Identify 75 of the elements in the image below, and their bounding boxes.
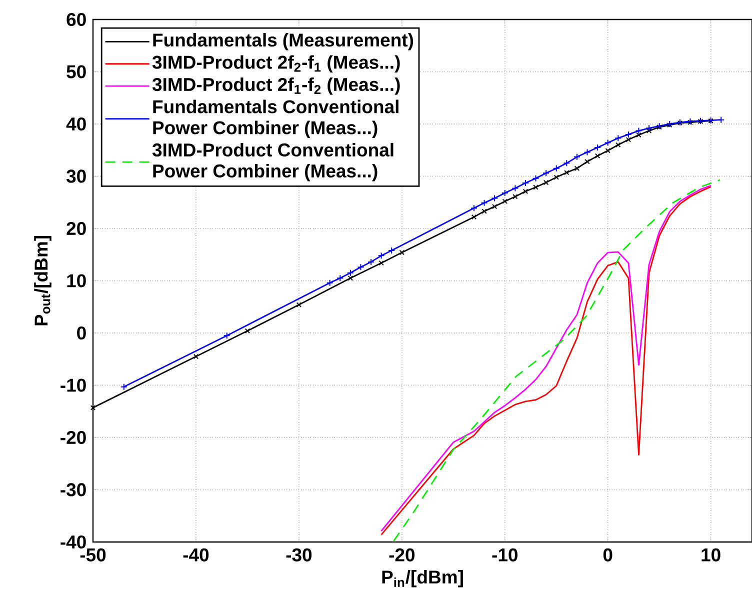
point bbox=[357, 264, 364, 271]
legend-label: Fundamentals (Measurement) bbox=[153, 33, 414, 50]
legend-label: 3IMD-Product 2f$_{1}$-f$_{2}$ (Meas...) bbox=[152, 77, 400, 95]
point bbox=[244, 328, 250, 334]
x-tick-label: -30 bbox=[286, 548, 312, 562]
point bbox=[502, 198, 508, 204]
point bbox=[471, 214, 477, 220]
point bbox=[480, 199, 488, 206]
point bbox=[563, 160, 570, 167]
point bbox=[378, 252, 385, 260]
legend-label: 3IMD-Product Conventional Power Combiner (Meas...) bbox=[152, 142, 394, 182]
y-axis-title: P$_{out}$/[dBm] bbox=[34, 236, 52, 326]
x-tick-label: -20 bbox=[389, 548, 415, 562]
point bbox=[636, 132, 642, 138]
point bbox=[594, 153, 600, 158]
point bbox=[574, 166, 580, 172]
point bbox=[542, 170, 550, 177]
x-tick-label: 0 bbox=[603, 548, 612, 562]
y-tick-label: -40 bbox=[60, 535, 86, 549]
point bbox=[512, 194, 518, 200]
point bbox=[492, 204, 498, 210]
point bbox=[348, 276, 354, 281]
y-tick-label: 10 bbox=[67, 274, 86, 288]
y-tick-label: 20 bbox=[66, 222, 86, 236]
point bbox=[594, 144, 602, 152]
point bbox=[614, 134, 622, 142]
y-tick-label: -30 bbox=[60, 483, 86, 496]
point bbox=[346, 269, 354, 276]
legend-label: 3IMD-Product 2f$_{2}$-f$_{1}$ (Meas...) bbox=[152, 55, 400, 73]
point bbox=[522, 188, 528, 194]
point bbox=[533, 184, 538, 190]
point bbox=[388, 246, 396, 254]
point bbox=[512, 184, 519, 192]
x-axis-title: P$_{in}$/[dBm] bbox=[382, 570, 463, 588]
point bbox=[624, 130, 632, 138]
y-tick-label: 50 bbox=[66, 65, 86, 78]
point bbox=[378, 260, 384, 266]
point bbox=[584, 158, 590, 164]
y-tick-label: 60 bbox=[66, 12, 86, 26]
y-tick-label: 30 bbox=[66, 170, 86, 183]
point bbox=[193, 354, 199, 360]
y-tick-label: -10 bbox=[60, 378, 86, 392]
point bbox=[368, 258, 375, 266]
y-tick-label: 0 bbox=[77, 326, 86, 340]
point bbox=[552, 164, 560, 172]
point bbox=[223, 332, 230, 340]
x-tick-label: -40 bbox=[183, 548, 209, 562]
point bbox=[326, 279, 334, 286]
x-tick-label: -10 bbox=[492, 548, 518, 562]
point bbox=[605, 148, 610, 154]
x-tick-label: 10 bbox=[702, 548, 720, 562]
point bbox=[646, 124, 653, 132]
point bbox=[635, 127, 642, 134]
point bbox=[584, 148, 591, 156]
x-tick-label: -50 bbox=[80, 548, 106, 562]
legend-label: Fundamentals Conventional Power Combiner (Meas...) bbox=[153, 100, 398, 138]
point bbox=[336, 274, 344, 282]
y-tick-label: -20 bbox=[60, 430, 86, 444]
point bbox=[482, 208, 487, 214]
point bbox=[399, 250, 405, 256]
point bbox=[532, 174, 540, 182]
point bbox=[543, 180, 549, 186]
point bbox=[491, 194, 498, 202]
point bbox=[554, 174, 559, 180]
point bbox=[470, 204, 478, 212]
point bbox=[501, 189, 508, 196]
point bbox=[573, 153, 580, 160]
point bbox=[626, 137, 632, 142]
point bbox=[646, 128, 652, 134]
y-tick-label: 40 bbox=[66, 117, 86, 131]
point bbox=[604, 139, 612, 146]
point bbox=[616, 142, 621, 148]
point bbox=[522, 180, 529, 187]
point bbox=[296, 302, 302, 308]
point bbox=[564, 170, 570, 176]
